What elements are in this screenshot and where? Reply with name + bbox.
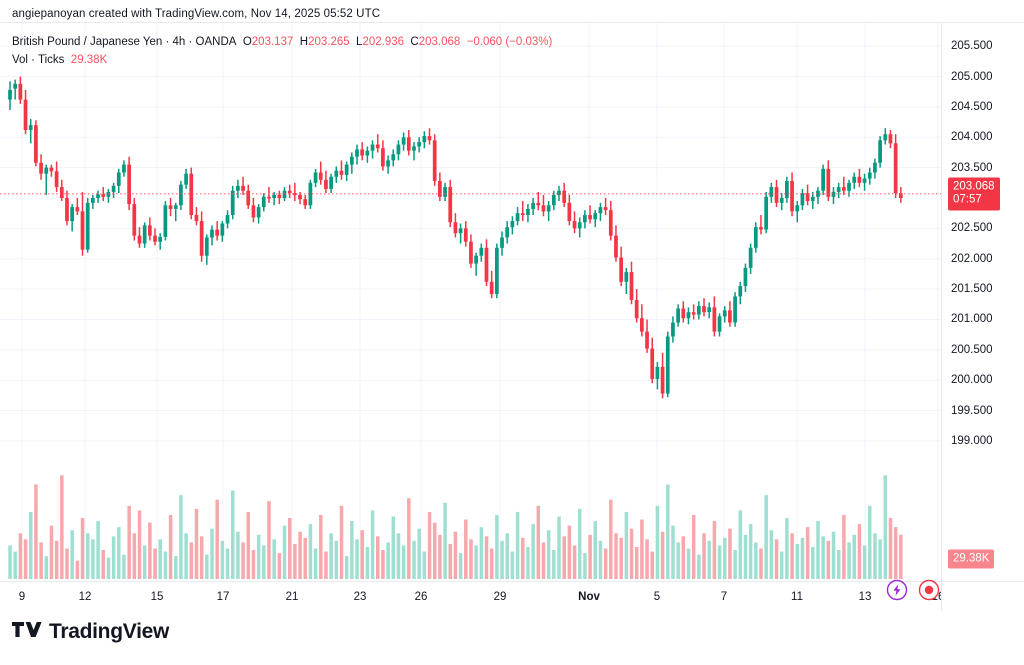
price-tick-204-000: 204.000 — [951, 131, 993, 144]
price-tick-199-000: 199.000 — [951, 434, 993, 447]
time-tick-17: 17 — [216, 591, 230, 603]
time-tick-13: 13 — [858, 591, 872, 603]
time-tick-nov: Nov — [578, 591, 600, 603]
price-tick-202-000: 202.000 — [951, 252, 993, 265]
tradingview-wordmark: TradingView — [49, 620, 170, 643]
chart-plot-area[interactable] — [0, 23, 941, 581]
time-tick-9: 9 — [18, 591, 26, 603]
time-tick-12: 12 — [78, 591, 92, 603]
time-tick-15: 15 — [150, 591, 164, 603]
last-price-time: 07:57 — [953, 193, 982, 206]
chart-action-icons — [886, 579, 946, 605]
candlestick-svg — [0, 23, 941, 581]
time-tick-26: 26 — [414, 591, 428, 603]
replay-lightning-icon[interactable] — [886, 579, 908, 601]
time-tick-5: 5 — [653, 591, 661, 603]
footer-brand: TradingView — [12, 620, 169, 644]
last-price-value: 203.068 — [953, 180, 995, 193]
price-tick-199-500: 199.500 — [951, 404, 993, 417]
volume-badge[interactable]: 29.38K — [948, 549, 995, 569]
attribution-text: angiepanoyan created with TradingView.co… — [12, 8, 381, 20]
time-tick-29: 29 — [493, 591, 507, 603]
chart-frame: British Pound / Japanese Yen · 4h · OAND… — [0, 22, 1024, 611]
time-tick-7: 7 — [720, 591, 728, 603]
price-tick-200-000: 200.000 — [951, 374, 993, 387]
time-axis[interactable]: 9 12 15 17 21 23 26 29 Nov 5 7 11 13 16 — [0, 581, 944, 611]
time-tick-11: 11 — [791, 591, 803, 603]
price-tick-203-500: 203.500 — [951, 161, 993, 174]
price-tick-201-500: 201.500 — [951, 283, 993, 296]
tradingview-logo-icon — [12, 620, 42, 644]
price-tick-205-500: 205.500 — [951, 40, 993, 53]
price-tick-202-500: 202.500 — [951, 222, 993, 235]
axis-corner — [941, 581, 1024, 611]
last-price-badge[interactable]: 203.068 07:57 — [948, 177, 1000, 211]
price-tick-205-000: 205.000 — [951, 70, 993, 83]
time-tick-21: 21 — [285, 591, 299, 603]
price-tick-201-000: 201.000 — [951, 313, 993, 326]
price-tick-204-500: 204.500 — [951, 100, 993, 113]
record-dot-icon[interactable] — [918, 579, 940, 601]
price-tick-200-500: 200.500 — [951, 343, 993, 356]
time-tick-23: 23 — [353, 591, 367, 603]
price-axis[interactable]: 205.500 205.000 204.500 204.000 203.500 203.0… — [941, 23, 1024, 581]
